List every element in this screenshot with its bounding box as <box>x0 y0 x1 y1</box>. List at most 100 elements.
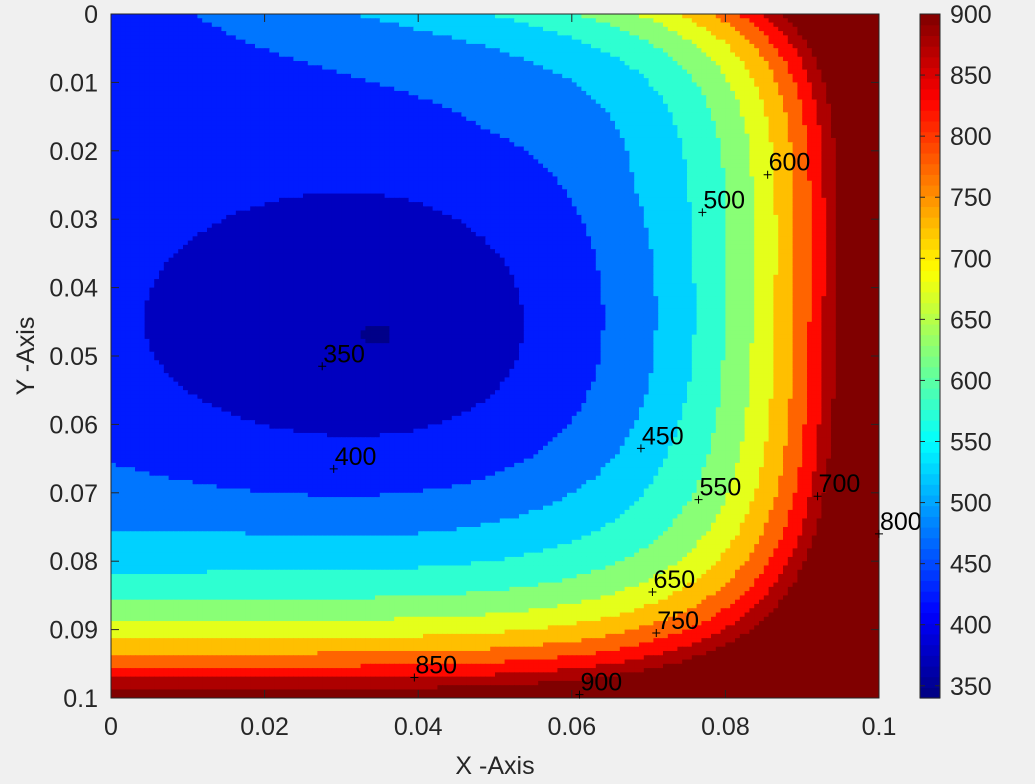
field-cell <box>845 43 851 49</box>
field-cell <box>456 95 462 101</box>
field-cell <box>389 137 395 143</box>
field-cell <box>715 116 722 122</box>
field-cell <box>111 69 117 75</box>
field-cell <box>768 90 774 96</box>
field-cell <box>557 133 563 139</box>
field-cell <box>610 69 616 75</box>
field-cell <box>869 125 875 131</box>
field-cell <box>816 22 822 28</box>
field-cell <box>437 125 443 131</box>
field-cell <box>466 99 472 105</box>
field-cell <box>240 14 246 19</box>
field-cell <box>615 129 621 135</box>
field-cell <box>576 73 582 79</box>
field-cell <box>168 56 174 62</box>
field-cell <box>173 18 179 24</box>
field-cell <box>130 22 136 28</box>
field-cell <box>413 14 419 19</box>
field-cell <box>543 120 549 126</box>
field-cell <box>384 82 390 88</box>
field-cell <box>240 48 246 54</box>
field-cell <box>514 86 520 92</box>
field-cell <box>720 56 726 62</box>
field-cell <box>663 82 669 88</box>
field-cell <box>264 116 270 122</box>
field-cell <box>855 99 861 105</box>
field-cell <box>835 65 842 71</box>
field-cell <box>120 39 126 45</box>
field-cell <box>432 82 438 88</box>
field-cell <box>658 116 664 122</box>
field-cell <box>269 108 275 113</box>
field-cell <box>120 95 126 101</box>
field-cell <box>543 26 549 32</box>
field-cell <box>648 31 654 36</box>
field-cell <box>327 56 333 62</box>
field-cell <box>269 48 275 54</box>
field-cell <box>178 22 184 28</box>
field-cell <box>259 52 266 58</box>
field-cell <box>682 137 688 143</box>
field-cell <box>653 133 659 139</box>
field-cell <box>605 43 611 49</box>
field-cell <box>639 35 645 41</box>
field-cell <box>490 31 496 36</box>
field-cell <box>528 14 534 19</box>
field-cell <box>816 35 822 41</box>
field-cell <box>533 99 539 105</box>
field-cell <box>499 125 506 131</box>
field-cell <box>202 90 208 96</box>
field-cell <box>322 61 328 66</box>
field-cell <box>418 43 424 49</box>
field-cell <box>423 31 429 36</box>
field-cell <box>466 142 472 148</box>
field-cell <box>653 86 659 92</box>
field-cell <box>111 108 117 113</box>
field-cell <box>807 69 813 75</box>
field-cell <box>389 78 395 84</box>
field-cell <box>341 137 347 143</box>
field-cell <box>370 90 376 96</box>
field-cell <box>490 35 496 41</box>
field-cell <box>845 125 851 131</box>
field-cell <box>341 52 347 58</box>
field-cell <box>418 142 424 148</box>
field-cell <box>255 35 261 41</box>
field-cell <box>562 31 568 36</box>
field-cell <box>154 120 160 126</box>
field-cell <box>283 22 290 28</box>
field-cell <box>754 99 760 105</box>
field-cell <box>163 142 170 148</box>
field-cell <box>855 26 861 32</box>
field-cell <box>399 61 405 66</box>
field-cell <box>216 99 222 105</box>
field-cell <box>399 43 405 49</box>
field-cell <box>557 99 563 105</box>
field-cell <box>192 48 198 54</box>
field-cell <box>864 116 870 122</box>
field-cell <box>807 112 813 118</box>
field-cell <box>663 116 669 122</box>
field-cell <box>269 65 275 71</box>
field-cell <box>797 125 803 131</box>
field-cell <box>451 14 458 19</box>
field-cell <box>571 112 578 118</box>
field-cell <box>379 31 386 36</box>
field-cell <box>610 99 616 105</box>
field-cell <box>288 73 294 79</box>
field-cell <box>663 22 669 28</box>
field-cell <box>485 137 491 143</box>
field-cell <box>250 39 256 45</box>
field-cell <box>691 116 698 122</box>
field-cell <box>427 137 434 143</box>
field-cell <box>648 86 654 92</box>
field-cell <box>288 48 294 54</box>
field-cell <box>634 31 640 36</box>
field-cell <box>384 120 390 126</box>
field-cell <box>658 99 664 105</box>
field-cell <box>845 39 851 45</box>
field-cell <box>288 129 294 135</box>
field-cell <box>322 133 328 139</box>
field-cell <box>475 56 482 62</box>
field-cell <box>783 142 789 148</box>
